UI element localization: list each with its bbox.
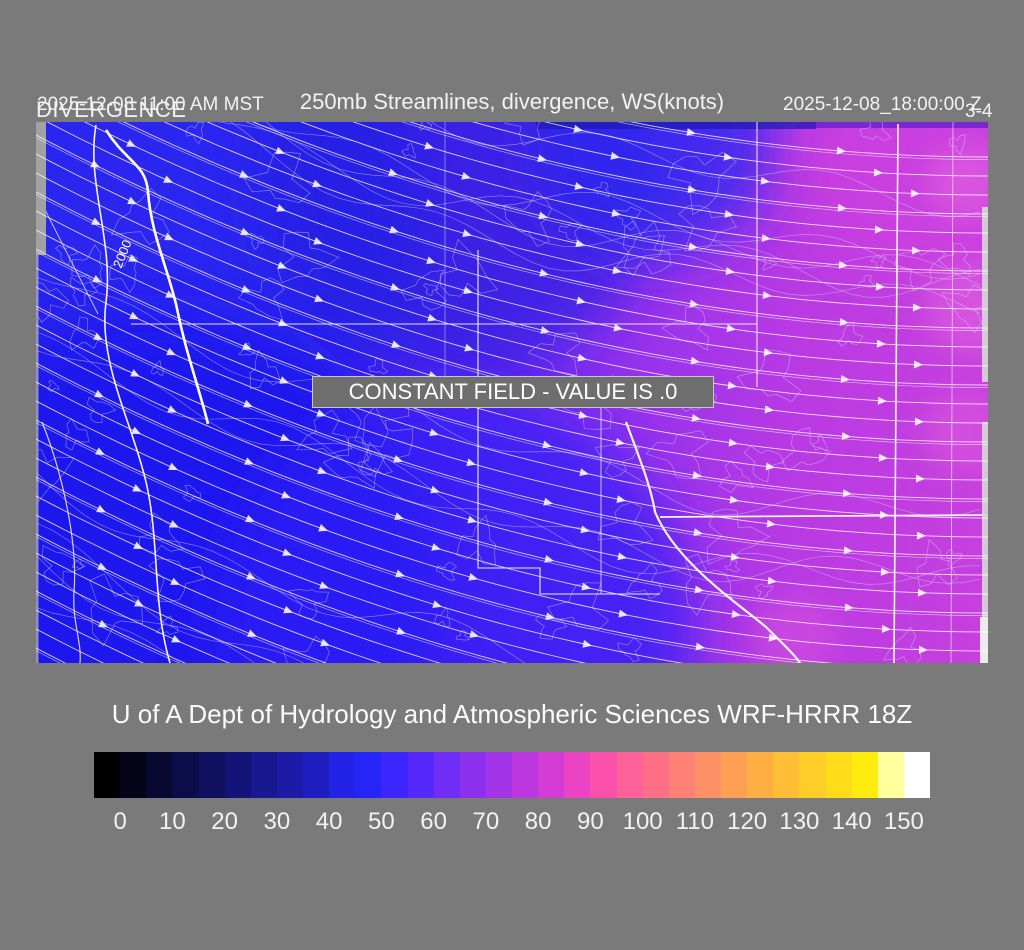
colorbar-cell	[407, 752, 434, 798]
colorbar-cell	[538, 752, 565, 798]
colorbar-tick-label: 60	[420, 808, 447, 835]
colorbar-tick-label: 110	[675, 808, 715, 835]
colorbar-cell	[303, 752, 330, 798]
colorbar-tick-label: 130	[779, 808, 820, 835]
colorbar-cell	[721, 752, 748, 798]
colorbar-cell	[616, 752, 643, 798]
colorbar-tick-label: 40	[315, 808, 343, 835]
colorbar-cell	[668, 752, 695, 798]
colorbar-tick-label: 10	[159, 808, 186, 835]
colorbar-cell	[459, 752, 486, 798]
colorbar-cell	[381, 752, 408, 798]
colorbar-cell	[276, 752, 303, 798]
colorbar-cell	[512, 752, 539, 798]
colorbar-cell	[642, 752, 669, 798]
colorbar-cell	[773, 752, 800, 798]
windspeed-colorbar	[94, 752, 930, 798]
colorbar-tick-label: 120	[727, 808, 768, 835]
colorbar-cell	[590, 752, 617, 798]
colorbar-cell	[172, 752, 199, 798]
windspeed-field-layer	[36, 122, 988, 663]
utc-datetime-label: 2025-12-08_18:00:00 Z	[783, 94, 982, 115]
colorbar-cell	[329, 752, 356, 798]
geography-layer: 2000	[36, 122, 988, 663]
colorbar-cell	[903, 752, 930, 798]
colorbar-tick-labels: 0 10 20 30 40 50 60 70 80 90 100 110 120 130 140 150	[94, 808, 930, 838]
attribution-caption: U of A Dept of Hydrology and Atmospheric…	[111, 699, 913, 729]
state-border-az-nm	[477, 250, 660, 595]
streamline-map: 2000	[36, 122, 988, 663]
colorbar-cell	[198, 752, 225, 798]
colorbar-cell	[564, 752, 591, 798]
colorbar-tick-label: 150	[883, 808, 924, 835]
local-datetime-label: 2025-12-08 11:00 AM MST	[37, 94, 264, 115]
colorbar-cell	[877, 752, 904, 798]
map-canvas: 2000 CONSTANT FIELD - VALUE IS .0	[36, 122, 988, 663]
colorbar-tick-label: 50	[368, 808, 395, 835]
constant-field-notice: CONSTANT FIELD - VALUE IS .0	[312, 376, 714, 408]
rio-grande-river	[624, 421, 801, 663]
colorbar-cell	[433, 752, 460, 798]
state-border-tx-vertical	[893, 123, 899, 663]
colorbar-cell	[250, 752, 277, 798]
colorbar-cell	[799, 752, 826, 798]
colorbar-cell	[747, 752, 774, 798]
river-upper-left	[104, 129, 210, 425]
colorbar-tick-label: 70	[472, 808, 500, 835]
frame-number-label: 3-4	[965, 101, 993, 122]
colorbar-cell	[224, 752, 251, 798]
colorbar-cell	[851, 752, 878, 798]
colorbar-tick-label: 90	[577, 808, 604, 835]
colorbar-cell	[694, 752, 721, 798]
colorbar-tick-label: 30	[263, 808, 291, 835]
colorbar-cell	[146, 752, 173, 798]
colorbar-cell	[485, 752, 512, 798]
colorbar-tick-label: 100	[622, 808, 663, 835]
divergence-overlay-label: DIVERGENCE	[36, 97, 187, 122]
colorbar-tick-label: 20	[211, 808, 238, 835]
coastline	[93, 124, 171, 663]
colorbar-cell	[825, 752, 852, 798]
meridian-line	[950, 122, 954, 663]
colorbar-cell	[94, 752, 121, 798]
baja-coastline	[41, 421, 81, 663]
colorbar-cell	[355, 752, 382, 798]
colorbar-tick-label: 80	[524, 808, 552, 835]
plot-title: 250mb Streamlines, divergence, WS(knots)	[299, 89, 725, 114]
colorbar-tick-label: 0	[113, 808, 127, 835]
streamlines-layer	[36, 122, 988, 663]
colorbar-tick-label: 140	[831, 808, 872, 835]
state-border-nv-diagonal	[36, 191, 99, 315]
colorbar-cell	[120, 752, 147, 798]
